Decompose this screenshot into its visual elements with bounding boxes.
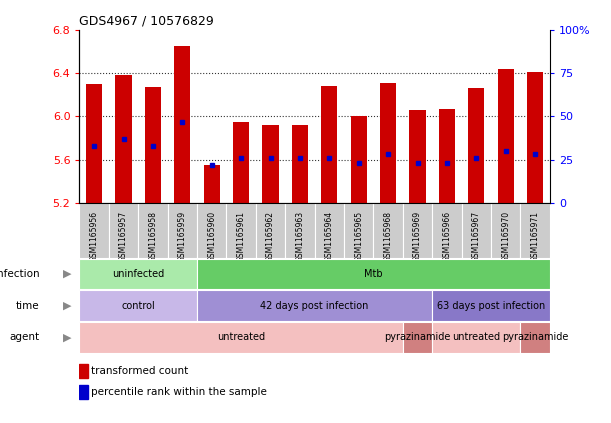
FancyBboxPatch shape [521,203,550,258]
FancyBboxPatch shape [285,203,315,258]
Text: GSM1165967: GSM1165967 [472,212,481,262]
Text: untreated: untreated [217,332,265,342]
FancyBboxPatch shape [256,203,285,258]
Text: GSM1165970: GSM1165970 [501,212,510,262]
Text: percentile rank within the sample: percentile rank within the sample [91,387,267,397]
Bar [86,84,102,203]
Text: GDS4967 / 10576829: GDS4967 / 10576829 [79,14,214,27]
Text: time: time [16,301,40,310]
FancyBboxPatch shape [344,203,373,258]
Text: GSM1165969: GSM1165969 [413,212,422,262]
Bar [79,365,88,379]
Bar [351,116,367,203]
Text: GSM1165957: GSM1165957 [119,212,128,262]
Text: GSM1165971: GSM1165971 [531,212,540,262]
Bar [468,88,485,203]
Bar [292,125,308,203]
Bar [233,122,249,203]
FancyBboxPatch shape [403,203,433,258]
FancyBboxPatch shape [433,290,550,321]
FancyBboxPatch shape [433,322,521,353]
Text: control: control [122,301,155,310]
FancyBboxPatch shape [79,322,403,353]
Text: GSM1165959: GSM1165959 [178,212,187,262]
FancyBboxPatch shape [521,322,550,353]
FancyBboxPatch shape [462,203,491,258]
FancyBboxPatch shape [433,203,462,258]
Text: GSM1165956: GSM1165956 [90,212,98,262]
FancyBboxPatch shape [167,203,197,258]
FancyBboxPatch shape [373,203,403,258]
Text: pyrazinamide: pyrazinamide [502,332,568,342]
Bar [380,83,397,203]
Text: agent: agent [9,332,40,342]
FancyBboxPatch shape [197,259,550,289]
Bar [527,72,543,203]
Text: GSM1165960: GSM1165960 [207,212,216,262]
Text: GSM1165968: GSM1165968 [384,212,393,262]
FancyBboxPatch shape [197,290,433,321]
Text: GSM1165958: GSM1165958 [148,212,158,262]
Text: GSM1165961: GSM1165961 [236,212,246,262]
FancyBboxPatch shape [138,203,167,258]
Bar [79,385,88,399]
FancyBboxPatch shape [315,203,344,258]
Text: transformed count: transformed count [91,366,188,376]
Bar [145,87,161,203]
Text: 42 days post infection: 42 days post infection [260,301,369,310]
Bar [409,110,426,203]
Text: GSM1165965: GSM1165965 [354,212,364,262]
FancyBboxPatch shape [227,203,256,258]
Text: uninfected: uninfected [112,269,164,279]
Bar [115,75,131,203]
FancyBboxPatch shape [403,322,433,353]
Text: ▶: ▶ [64,269,72,279]
Bar [174,46,191,203]
FancyBboxPatch shape [197,203,227,258]
Bar [439,109,455,203]
Text: GSM1165962: GSM1165962 [266,212,275,262]
FancyBboxPatch shape [79,203,109,258]
Bar [321,86,337,203]
FancyBboxPatch shape [79,259,197,289]
Text: GSM1165966: GSM1165966 [442,212,452,262]
FancyBboxPatch shape [491,203,521,258]
Text: ▶: ▶ [64,301,72,310]
Bar [203,165,220,203]
Text: infection: infection [0,269,40,279]
Text: GSM1165963: GSM1165963 [296,212,304,262]
Text: untreated: untreated [452,332,500,342]
Text: pyrazinamide: pyrazinamide [384,332,451,342]
Text: Mtb: Mtb [364,269,382,279]
Bar [498,69,514,203]
FancyBboxPatch shape [109,203,138,258]
FancyBboxPatch shape [79,290,197,321]
Text: 63 days post infection: 63 days post infection [437,301,545,310]
Text: GSM1165964: GSM1165964 [325,212,334,262]
Bar [263,125,279,203]
Text: ▶: ▶ [64,332,72,342]
